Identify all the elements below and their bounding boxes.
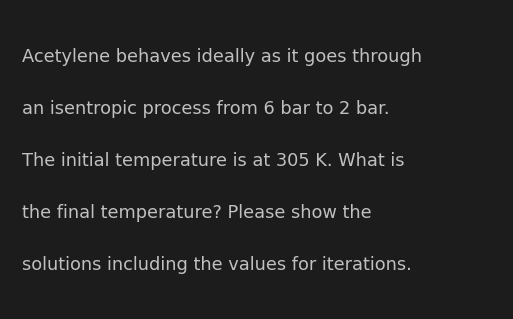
Text: an isentropic process from 6 bar to 2 bar.: an isentropic process from 6 bar to 2 ba… (22, 100, 389, 118)
Text: the final temperature? Please show the: the final temperature? Please show the (22, 204, 371, 222)
Text: solutions including the values for iterations.: solutions including the values for itera… (22, 256, 412, 274)
Text: The initial temperature is at 305 K. What is: The initial temperature is at 305 K. Wha… (22, 152, 404, 170)
Text: Acetylene behaves ideally as it goes through: Acetylene behaves ideally as it goes thr… (22, 48, 422, 66)
